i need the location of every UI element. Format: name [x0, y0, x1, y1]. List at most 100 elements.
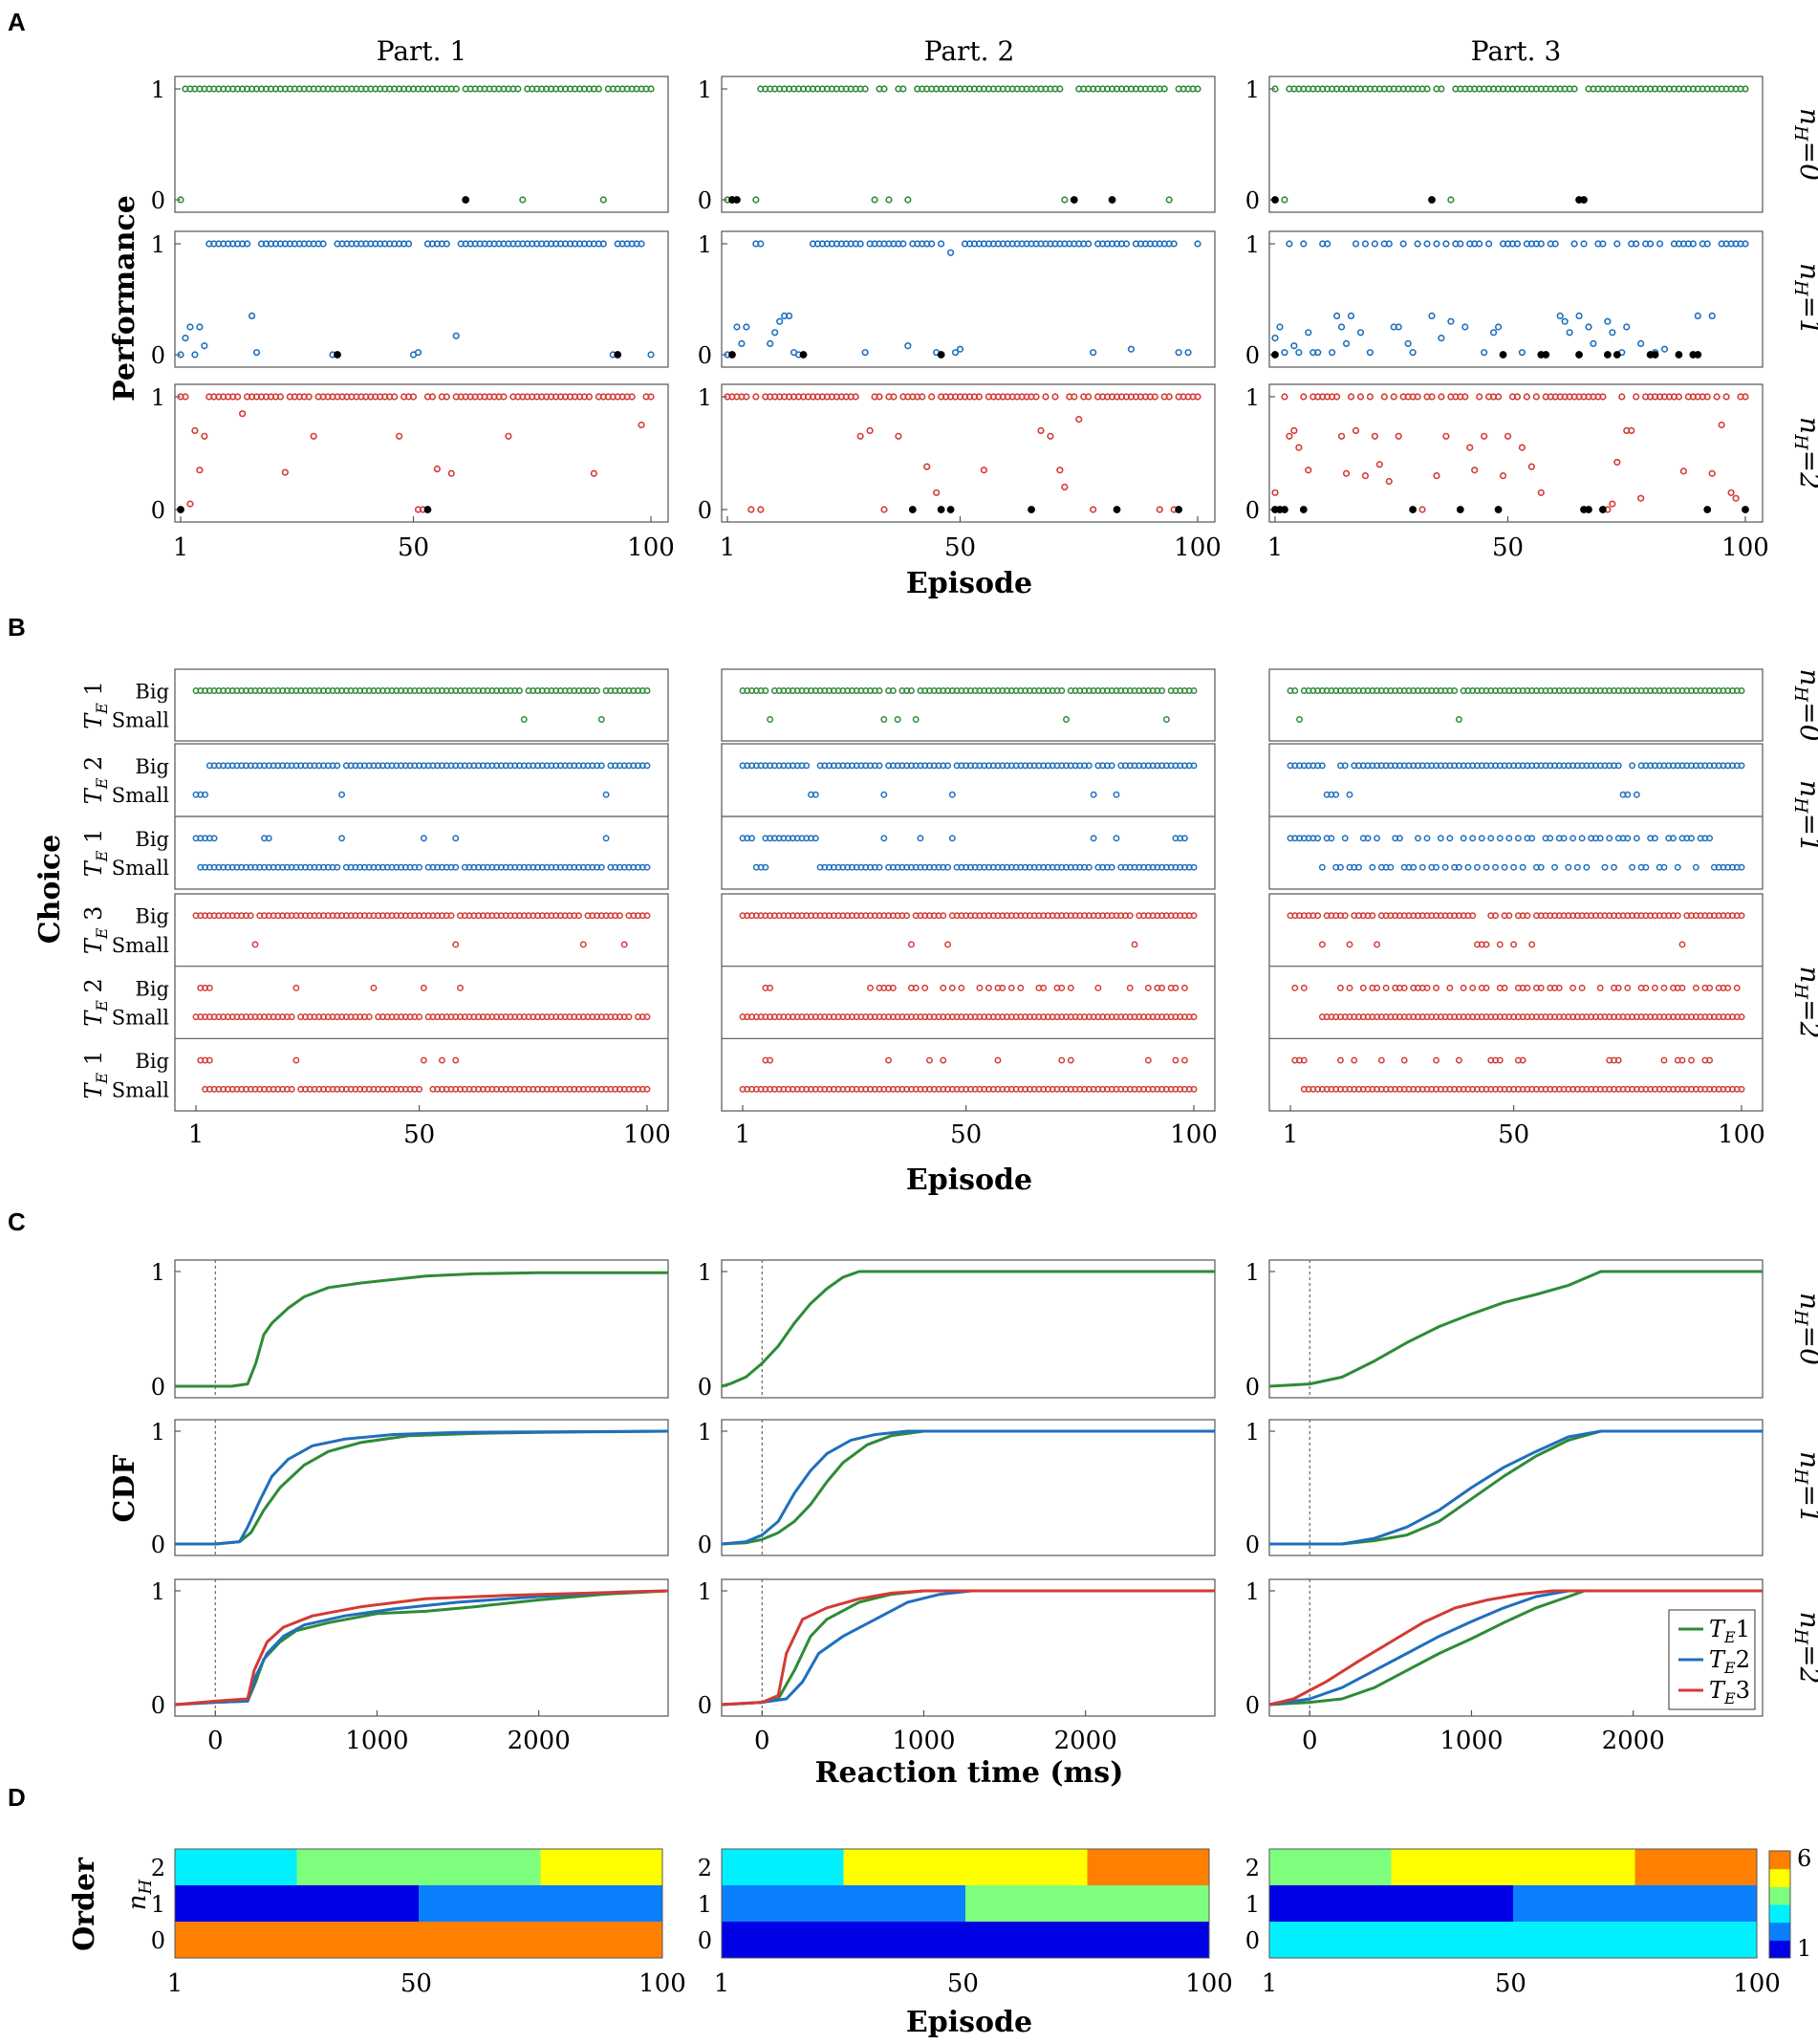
panel-d-cell: [1269, 1849, 1392, 1885]
panel-b-point: [921, 984, 929, 991]
panel-a-point: [1656, 240, 1664, 248]
panel-b-point: [1162, 716, 1170, 723]
panel-b-axes-p1-nh0: [174, 668, 669, 742]
panel-a-point: [1347, 312, 1355, 320]
panel-b-point: [1496, 1056, 1504, 1064]
panel-a-point: [1290, 342, 1298, 350]
panel-b-choice-small-label: Small: [112, 784, 170, 807]
panel-a-point: [928, 393, 936, 401]
panel-c-xtick-label: 0: [754, 1727, 770, 1755]
panel-b-point: [1090, 835, 1097, 842]
panel-b-point: [748, 835, 755, 842]
panel-a-point: [1170, 240, 1178, 248]
panel-c-xtick-label: 2000: [508, 1727, 571, 1755]
panel-a-point: [1708, 469, 1716, 477]
panel-a-point: [281, 468, 289, 476]
panel-b-point: [1346, 791, 1353, 798]
panel-b-point: [602, 791, 610, 798]
panel-a-point: [1694, 312, 1701, 320]
panel-b-te-label: TE 2: [80, 756, 111, 805]
panel-letter-d: D: [8, 1783, 26, 1812]
panel-a-point: [1295, 444, 1303, 451]
panel-c-axes-p2-nh2: [721, 1578, 1216, 1717]
panel-a-point: [1418, 506, 1426, 513]
panel-b-point: [1551, 863, 1558, 871]
panel-b-point: [1483, 941, 1490, 948]
panel-b-point: [1063, 716, 1070, 723]
panel-d-cell: [1634, 1849, 1757, 1885]
panel-a-point: [443, 240, 450, 248]
panel-a-point: [1590, 339, 1597, 348]
panel-b-point: [338, 835, 346, 842]
panel-b-point: [1058, 1056, 1066, 1064]
panel-b-point: [1510, 863, 1518, 871]
panel-c-ytick-label: 1: [698, 1419, 712, 1446]
panel-b-point: [1614, 1056, 1622, 1064]
panel-b-point: [1688, 835, 1696, 842]
panel-c-ytick-label: 1: [1245, 1259, 1260, 1286]
panel-c-xtick-label: 2000: [1602, 1727, 1665, 1755]
panel-b-point: [912, 716, 920, 723]
panel-a-point: [201, 342, 208, 350]
panel-b-choice-big-label: Big: [135, 681, 169, 704]
panel-a-point: [1366, 393, 1374, 401]
panel-b-point: [1624, 791, 1632, 798]
panel-c-xtick-label: 1000: [1439, 1727, 1503, 1755]
panel-b-point: [1433, 984, 1440, 991]
panel-b-xtick-label: 1: [735, 1120, 751, 1149]
panel-a-error-point: [1271, 196, 1279, 204]
panel-a-point: [1718, 421, 1725, 429]
panel-a-point: [776, 317, 784, 325]
panel-d-xtick-label: 100: [1185, 1969, 1233, 1998]
panel-c-series-line-te1: [175, 1271, 668, 1388]
panel-a-point: [1342, 469, 1351, 477]
panel-d-ytick-label: 1: [698, 1891, 712, 1918]
panel-a-point: [1271, 335, 1279, 342]
panel-c-axes-p2-nh0: [721, 1259, 1216, 1399]
panel-d-cell: [175, 1922, 662, 1958]
panel-b-axes-p3-nh0: [1268, 668, 1764, 742]
panel-a-point: [595, 85, 602, 93]
panel-a-point: [239, 410, 247, 418]
panel-b-axes-p3-nh2: [1268, 893, 1764, 1112]
panel-a-axes-p2-nh2: [721, 383, 1216, 523]
panel-b-point: [1524, 984, 1531, 991]
panel-b-point: [876, 863, 883, 871]
panel-b-point: [1514, 835, 1522, 842]
panel-b-point: [1660, 863, 1668, 871]
panel-a-point: [1438, 335, 1445, 342]
panel-b-axes-p2-nh0: [721, 668, 1216, 742]
panel-a-xtick-label: 100: [1174, 533, 1222, 562]
panel-b-point: [1296, 716, 1303, 723]
panel-a-point: [885, 196, 893, 204]
panel-b-point: [1670, 835, 1677, 842]
panel-b-point: [1158, 687, 1166, 694]
panel-a-point: [1447, 317, 1455, 325]
panel-b-point: [1040, 984, 1048, 991]
panel-b-choice-big-label: Big: [135, 755, 169, 778]
panel-b-point: [889, 687, 897, 694]
panel-d-xtick-label: 100: [638, 1969, 686, 1998]
panel-a-point: [1499, 472, 1507, 480]
panel-a-row-label-nh2: nH=2: [1790, 417, 1818, 489]
panel-a-error-point: [1651, 351, 1659, 359]
panel-b-point: [1346, 984, 1353, 991]
panel-b-point: [1341, 762, 1349, 770]
panel-b-point: [1483, 863, 1490, 871]
panel-a-error-point: [937, 506, 945, 513]
panel-a-point: [414, 349, 422, 357]
panel-b-point: [1464, 863, 1472, 871]
panel-a-point: [1271, 85, 1279, 93]
panel-a-point: [1485, 240, 1493, 248]
panel-d-ytick-label: 1: [151, 1891, 165, 1918]
panel-c-series-line-te3: [174, 1589, 669, 1707]
panel-a-point: [1276, 323, 1284, 331]
panel-a-point: [1637, 339, 1645, 348]
panel-b-xtick-label: 100: [623, 1120, 671, 1149]
panel-a-error-point: [1070, 196, 1078, 204]
panel-a-point: [1490, 329, 1498, 337]
panel-b-point: [880, 716, 888, 723]
panel-b-point: [1423, 984, 1431, 991]
panel-b-point: [1674, 863, 1681, 871]
panel-b-point: [1469, 984, 1477, 991]
